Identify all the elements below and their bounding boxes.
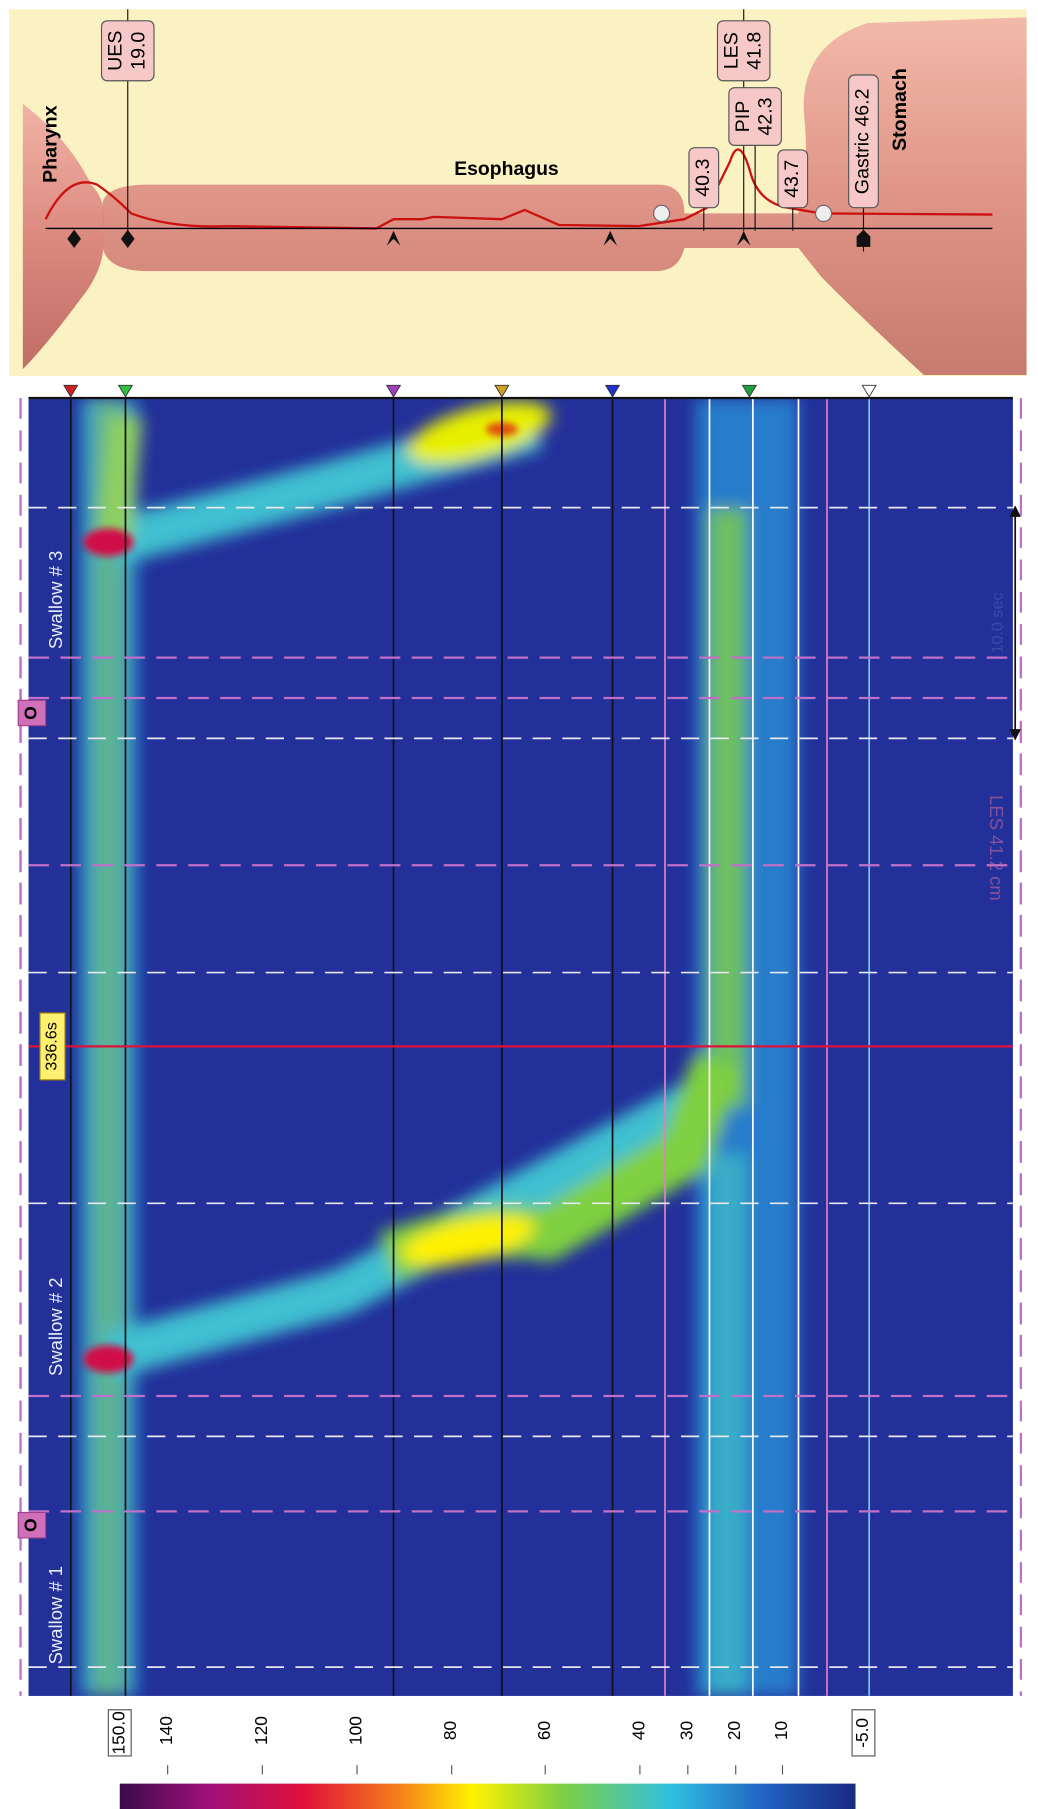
marker-box [848, 74, 879, 209]
cursor-box [39, 1012, 66, 1081]
scale-label: 150.0 [108, 1711, 128, 1754]
pharynx-shape [22, 103, 105, 370]
channel-marker [741, 384, 758, 398]
marker-text: 43.7 [781, 160, 803, 198]
marker-box [777, 149, 809, 209]
marker-text: 40.3 [692, 159, 714, 197]
sensor-marker [603, 230, 618, 246]
marker-label: 40.3 [688, 147, 720, 209]
marker-label: PIP 42.3 [728, 87, 782, 146]
reference-lines [28, 398, 1013, 1696]
heatmap-annotations: Swallow # 1 Swallow # 2 Swallow # 3 O O 336.6… [17, 384, 1023, 1696]
scale-label: 10 [771, 1721, 791, 1740]
swallow-label: Swallow # 3 [45, 551, 66, 649]
channel-marker [604, 384, 621, 398]
colorbar-labels: 150.0 140 120 100 80 60 40 30 20 10 -5.0 [107, 1709, 876, 1775]
marker-text: 19.0 [127, 32, 149, 70]
marker-label: Gastric 46.2 [848, 74, 879, 209]
marker-text: Gastric 46.2 [852, 88, 874, 194]
sensor-marker [736, 230, 751, 246]
scale-label: 80 [440, 1721, 460, 1740]
scale-box [851, 1709, 876, 1757]
event-label: O [21, 1518, 41, 1531]
marker-text: PIP [732, 101, 754, 133]
marker-label: 43.7 [777, 149, 809, 209]
channel-marker [63, 384, 79, 398]
region-label: Stomach [889, 68, 911, 151]
marker-text: 41.8 [743, 32, 765, 70]
scale-label: 140 [156, 1716, 176, 1745]
scale-label: 30 [676, 1721, 696, 1740]
time-scale-label: 10.0 sec [988, 592, 1006, 653]
sensor-marker [386, 230, 401, 246]
swallow-label: Swallow # 2 [45, 1278, 66, 1376]
peak-spots [83, 422, 518, 1373]
scale-label: 60 [534, 1721, 554, 1740]
marker-box [100, 20, 155, 82]
swallow-label: Swallow # 1 [45, 1566, 66, 1664]
scale-box [107, 1709, 132, 1757]
heatmap [28, 398, 1013, 1696]
marker-box [728, 87, 782, 146]
scale-label: -5.0 [852, 1718, 872, 1748]
scale-label: 100 [346, 1716, 366, 1745]
sensor-marker [67, 229, 81, 249]
scale-label: 120 [251, 1716, 271, 1745]
region-label: Esophagus [454, 158, 559, 180]
colorbar [119, 1783, 856, 1809]
marker-label: LES 41.8 [716, 20, 771, 82]
marker-label: UES 19.0 [100, 20, 155, 82]
catheter-marker [815, 204, 833, 223]
marker-box [688, 147, 720, 209]
channel-marker [385, 384, 402, 398]
les-note: LES 41.2 cm [986, 795, 1007, 901]
marker-box [716, 20, 771, 82]
channel-marker [494, 384, 510, 398]
event-box [17, 699, 47, 727]
scale-label: 40 [629, 1721, 649, 1740]
sensor-marker [120, 229, 135, 249]
esophagus-stomach-shape [102, 17, 1027, 375]
channel-marker [117, 384, 134, 398]
catheter-marker [653, 204, 671, 223]
scale-label: 20 [724, 1721, 744, 1740]
region-label: Pharynx [40, 105, 62, 183]
marker-text: UES [105, 31, 127, 71]
marker-text: LES [721, 32, 743, 69]
cursor-label: 336.6s [43, 1022, 61, 1070]
event-box [17, 1511, 47, 1539]
pressure-curve [44, 148, 993, 230]
channel-marker [861, 384, 877, 398]
marker-text: 42.3 [755, 97, 777, 135]
event-label: O [21, 706, 41, 719]
